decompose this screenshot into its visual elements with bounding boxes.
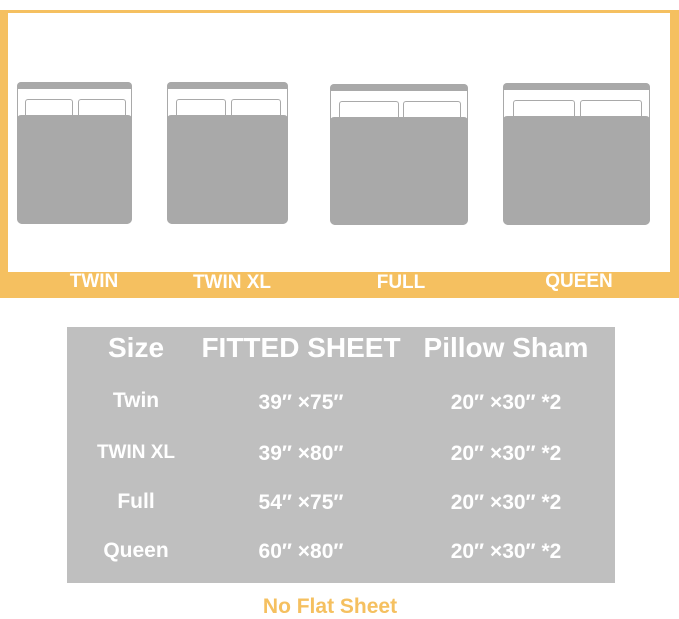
bed-label-queen: QUEEN: [545, 271, 613, 292]
row-size: Full: [117, 490, 155, 513]
header-pillow-sham: Pillow Sham: [423, 332, 589, 363]
header-fitted-sheet: FITTED SHEET: [201, 332, 401, 363]
row-pillow-sham: 20″ ×30″ *2: [450, 442, 562, 465]
bed-label-full: FULL: [376, 272, 426, 293]
row-fitted-sheet: 60″ ×80″: [258, 540, 344, 563]
row-pillow-sham: 20″ ×30″ *2: [450, 391, 562, 414]
bed-twin-xl-illustration: [167, 82, 288, 224]
row-fitted-sheet: 54″ ×75″: [258, 491, 344, 514]
row-fitted-sheet: 39″ ×80″: [258, 442, 344, 465]
row-pillow-sham: 20″ ×30″ *2: [450, 491, 562, 514]
header-size: Size: [107, 332, 165, 363]
row-pillow-sham: 20″ ×30″ *2: [450, 540, 562, 563]
bed-twin-illustration: [17, 82, 132, 224]
bed-full-illustration: [330, 84, 468, 225]
bed-label-twin: TWIN: [69, 271, 119, 292]
bed-queen-illustration: [503, 83, 650, 225]
bed-label-twin-xl: TWIN XL: [192, 272, 272, 293]
row-fitted-sheet: 39″ ×75″: [258, 391, 344, 414]
row-size: Queen: [103, 539, 169, 562]
no-flat-sheet-note: No Flat Sheet: [262, 595, 398, 618]
row-size: TWIN XL: [96, 442, 176, 463]
size-table: Size FITTED SHEET Pillow Sham Twin 39″ ×…: [67, 327, 615, 583]
row-size: Twin: [112, 389, 160, 412]
